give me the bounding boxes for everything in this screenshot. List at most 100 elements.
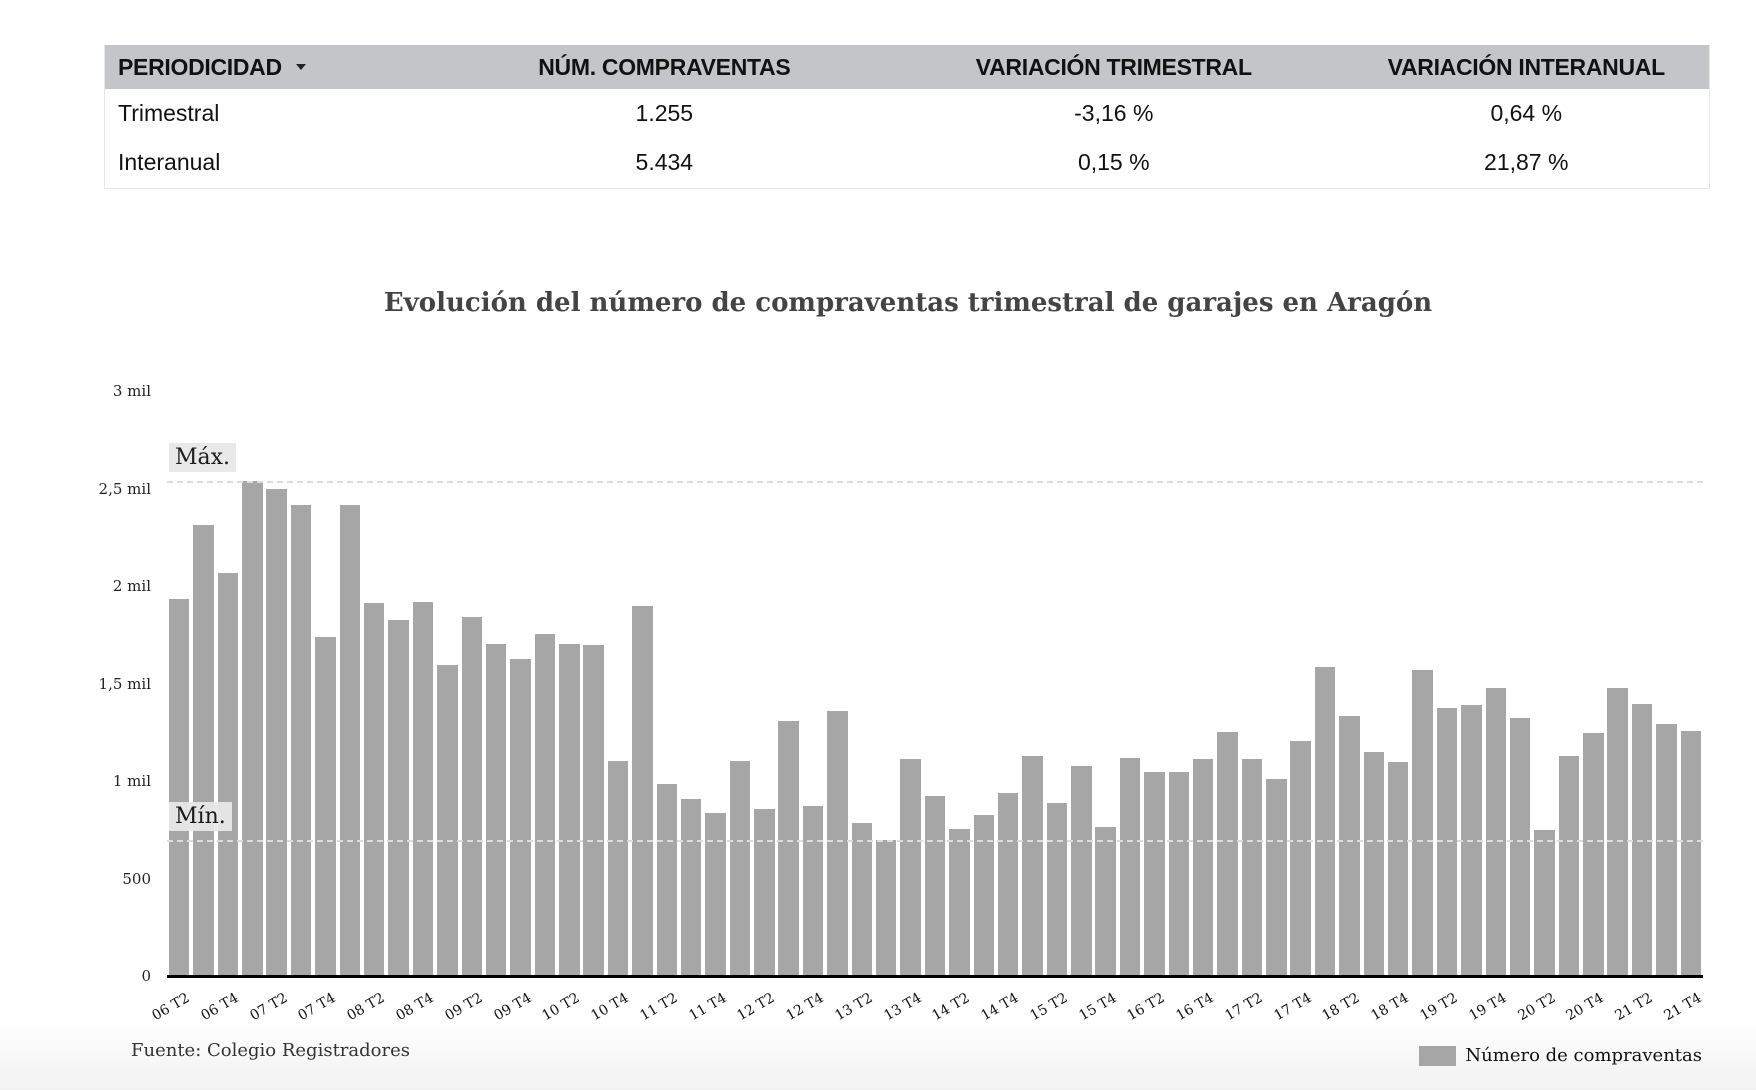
cell-num-compraventas: 1.255 <box>635 99 694 126</box>
x-tick-label: 20 T4 <box>1563 990 1607 1025</box>
bar[interactable] <box>583 645 604 976</box>
bar[interactable] <box>559 643 580 976</box>
bar[interactable] <box>1314 667 1336 976</box>
bar[interactable] <box>1241 759 1263 976</box>
bar[interactable] <box>997 793 1019 976</box>
bar[interactable] <box>363 602 385 976</box>
bar[interactable] <box>656 784 678 976</box>
bar[interactable] <box>388 619 409 976</box>
bar[interactable] <box>217 572 239 976</box>
bar[interactable] <box>1071 766 1092 976</box>
bar[interactable] <box>485 643 507 976</box>
x-tick-label: 18 T2 <box>1319 990 1363 1025</box>
bar[interactable] <box>754 809 775 976</box>
bar[interactable] <box>412 601 434 976</box>
bar[interactable] <box>1339 715 1360 976</box>
bar[interactable] <box>290 504 312 976</box>
bar[interactable] <box>924 796 946 976</box>
x-tick-label: 09 T4 <box>490 990 535 1025</box>
bar[interactable] <box>1046 803 1068 976</box>
bar[interactable] <box>1363 751 1385 976</box>
legend-label: Número de compraventas <box>1465 1045 1702 1066</box>
x-tick-label: 16 T2 <box>1124 990 1168 1025</box>
bar[interactable] <box>1583 733 1604 976</box>
bar[interactable] <box>315 636 336 976</box>
y-tick-label: 500 <box>122 869 151 888</box>
x-tick-label: 19 T4 <box>1466 990 1510 1025</box>
header-label: PERIODICIDAD <box>118 53 282 80</box>
bar[interactable] <box>1509 718 1531 976</box>
bar[interactable] <box>1680 731 1702 976</box>
min-reference-line <box>167 840 1703 843</box>
x-tick-label: 07 T4 <box>295 990 339 1025</box>
legend-swatch <box>1419 1045 1457 1066</box>
x-tick-label: 19 T2 <box>1417 990 1461 1025</box>
bar[interactable] <box>1119 758 1141 976</box>
x-tick-label: 15 T2 <box>1027 990 1071 1025</box>
cell-periodicidad: Interanual <box>118 149 221 175</box>
bar[interactable] <box>461 617 482 976</box>
bar[interactable] <box>705 813 726 976</box>
bar[interactable] <box>193 524 214 976</box>
table-row: Trimestral 1.255 -3,16 % 0,64 % <box>105 89 1709 137</box>
bar[interactable] <box>1387 762 1409 976</box>
bar[interactable] <box>1558 756 1580 976</box>
bar[interactable] <box>1290 741 1311 976</box>
bar[interactable] <box>607 761 629 976</box>
bar[interactable] <box>242 480 263 976</box>
bar[interactable] <box>534 633 556 976</box>
x-tick-label: 16 T4 <box>1173 990 1217 1025</box>
bar[interactable] <box>1095 827 1116 976</box>
bar[interactable] <box>168 598 190 976</box>
x-tick-label: 10 T4 <box>588 990 632 1025</box>
bar[interactable] <box>1631 704 1653 976</box>
cell-num-compraventas: 5.434 <box>635 149 694 175</box>
x-tick-label: 17 T2 <box>1222 990 1266 1025</box>
legend[interactable]: Número de compraventas <box>1419 1045 1702 1066</box>
table-header-row: PERIODICIDAD NÚM. COMPRAVENTAS VARIACIÓN… <box>105 45 1709 89</box>
bar[interactable] <box>1266 779 1287 976</box>
bar[interactable] <box>729 760 751 976</box>
chart-title: Evolución del número de compraventas tri… <box>383 288 1433 318</box>
bar[interactable] <box>680 799 702 976</box>
bar[interactable] <box>1607 688 1628 976</box>
header-periodicidad[interactable]: PERIODICIDAD <box>105 54 445 81</box>
bar[interactable] <box>510 658 531 976</box>
bar[interactable] <box>1534 830 1555 976</box>
x-tick-label: 10 T2 <box>539 990 583 1025</box>
bar[interactable] <box>827 710 848 976</box>
bar[interactable] <box>1144 772 1165 976</box>
header-variacion-interanual: VARIACIÓN INTERANUAL <box>1387 53 1666 80</box>
y-tick-label: 2 mil <box>112 577 151 595</box>
x-tick-label: 12 T2 <box>734 990 778 1025</box>
bar[interactable] <box>900 758 921 976</box>
bar[interactable] <box>437 664 458 976</box>
caret-down-icon[interactable] <box>295 64 306 70</box>
y-tick-label: 2,5 mil <box>98 479 151 498</box>
bar[interactable] <box>949 829 970 976</box>
bar[interactable] <box>1412 670 1433 976</box>
bar[interactable] <box>1656 724 1677 976</box>
bar[interactable] <box>339 505 361 976</box>
bar[interactable] <box>1485 688 1506 976</box>
cell-variacion-trimestral: 0,15 % <box>1077 149 1150 175</box>
cell-variacion-trimestral: -3,16 % <box>1074 99 1154 126</box>
y-tick-label: 0 <box>141 967 151 985</box>
bar[interactable] <box>1192 758 1214 976</box>
bar[interactable] <box>875 840 897 976</box>
bar[interactable] <box>1168 772 1190 976</box>
header-num-compraventas: NÚM. COMPRAVENTAS <box>538 53 791 80</box>
bar[interactable] <box>802 806 824 976</box>
bar[interactable] <box>632 605 653 976</box>
plot-area: Máx. Mín. <box>167 391 1703 976</box>
bar[interactable] <box>1217 732 1238 976</box>
cell-periodicidad: Trimestral <box>118 99 220 126</box>
x-tick-label: 13 T4 <box>881 990 925 1025</box>
bar[interactable] <box>851 823 873 976</box>
bar[interactable] <box>973 815 994 976</box>
bar[interactable] <box>778 720 799 976</box>
bar[interactable] <box>266 488 287 976</box>
bar[interactable] <box>1022 755 1043 976</box>
y-tick-label: 1 mil <box>112 772 151 790</box>
x-tick-label: 14 T2 <box>929 990 973 1025</box>
